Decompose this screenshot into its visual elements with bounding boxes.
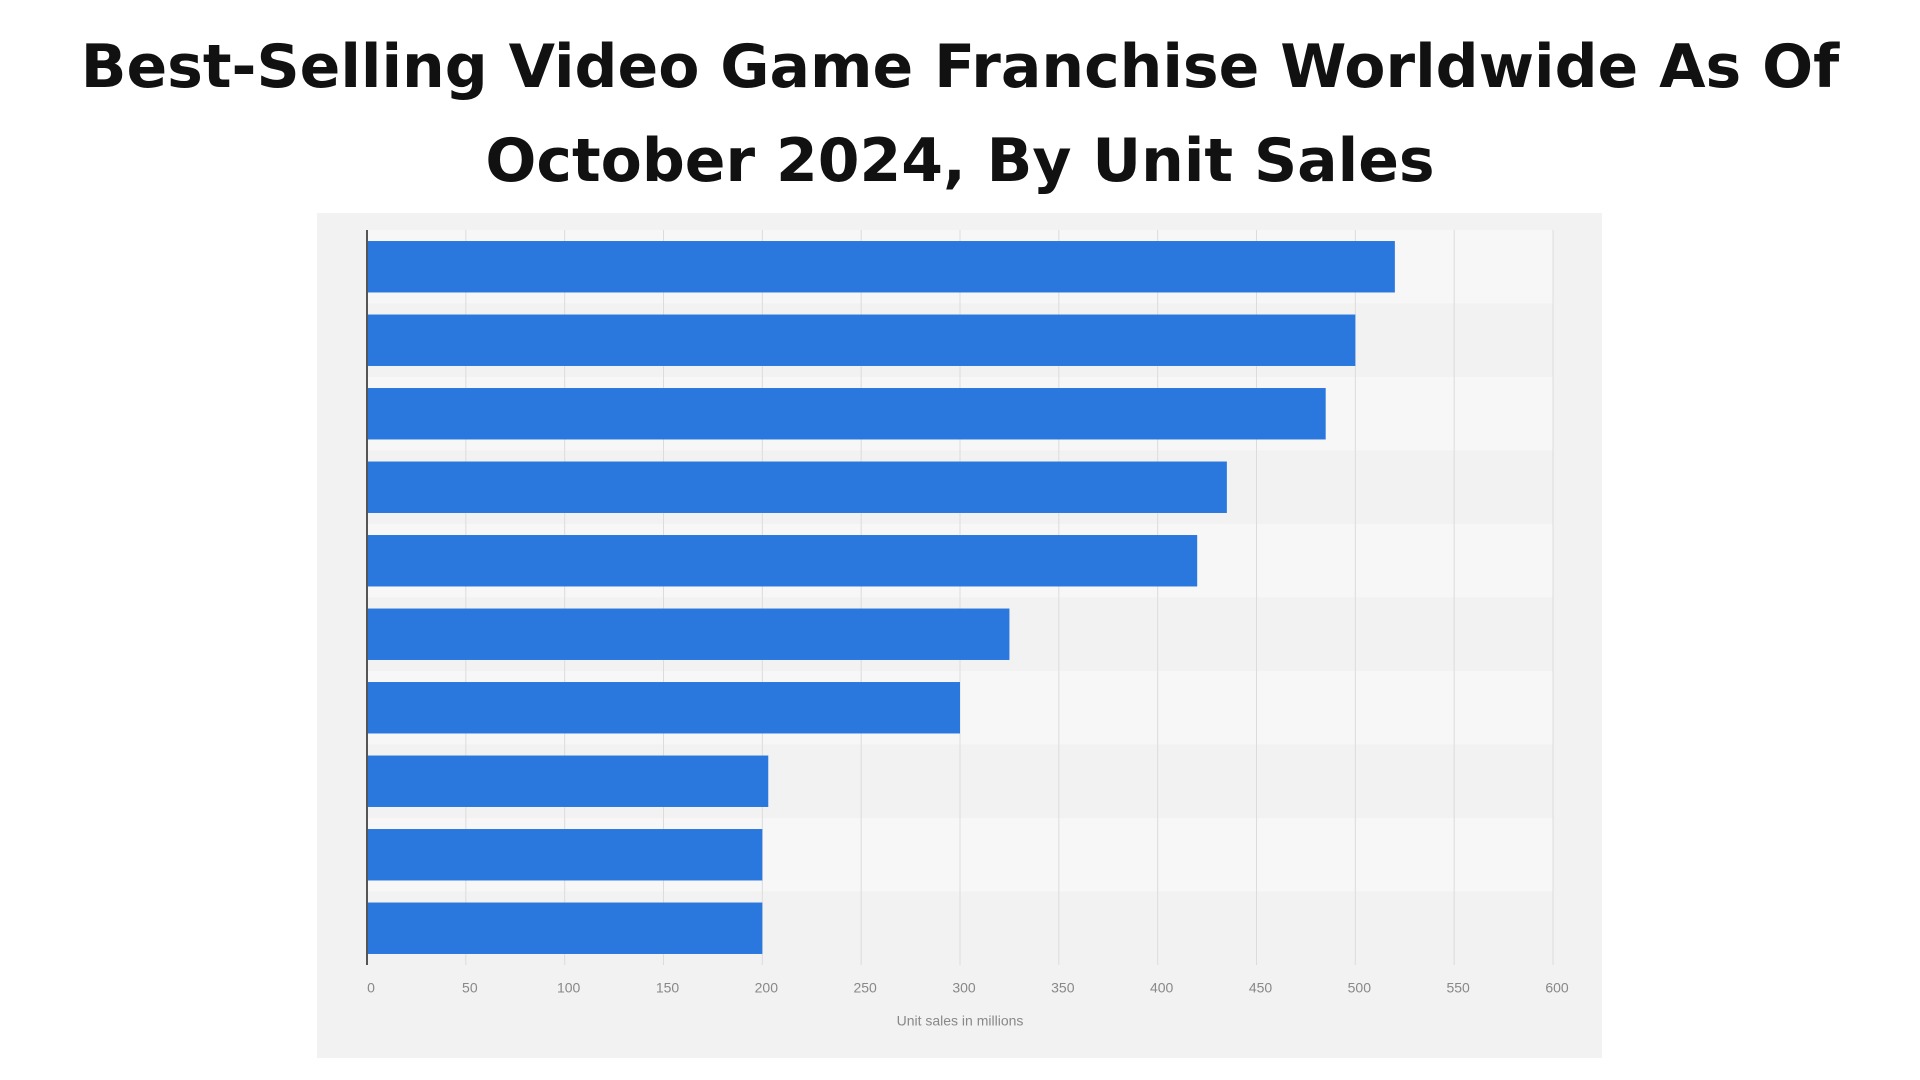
x-tick-label: 400 [1150, 980, 1174, 996]
bar [367, 608, 1010, 660]
bar [367, 388, 1326, 440]
x-tick-label: 100 [557, 980, 581, 996]
bar [367, 829, 763, 881]
x-tick-label: 200 [755, 980, 779, 996]
x-tick-label: 300 [952, 980, 976, 996]
x-tick-label: 550 [1446, 980, 1470, 996]
bar [367, 461, 1227, 513]
x-tick-label: 600 [1545, 980, 1569, 996]
chart-title: Best-Selling Video Game Franchise Worldw… [80, 32, 1840, 196]
bar [367, 241, 1395, 293]
x-axis-label: Unit sales in millions [897, 1013, 1024, 1029]
bar [367, 535, 1198, 587]
bar [367, 314, 1356, 366]
x-tick-label: 250 [853, 980, 877, 996]
x-tick-label: 500 [1348, 980, 1372, 996]
bar [367, 902, 763, 954]
x-tick-label: 350 [1051, 980, 1075, 996]
x-tick-label: 450 [1249, 980, 1273, 996]
x-tick-label: 150 [656, 980, 680, 996]
x-tick-label: 0 [367, 980, 375, 996]
x-tick-label: 50 [462, 980, 478, 996]
bar [367, 755, 769, 807]
bar [367, 682, 960, 734]
